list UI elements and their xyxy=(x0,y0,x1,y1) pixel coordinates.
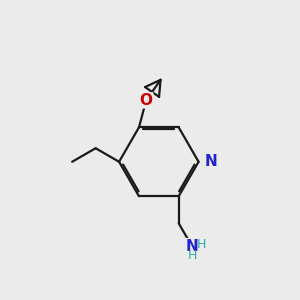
Text: O: O xyxy=(140,93,153,108)
Text: H: H xyxy=(197,238,206,251)
Text: H: H xyxy=(187,249,196,262)
Text: N: N xyxy=(186,239,198,254)
Text: N: N xyxy=(205,154,218,169)
